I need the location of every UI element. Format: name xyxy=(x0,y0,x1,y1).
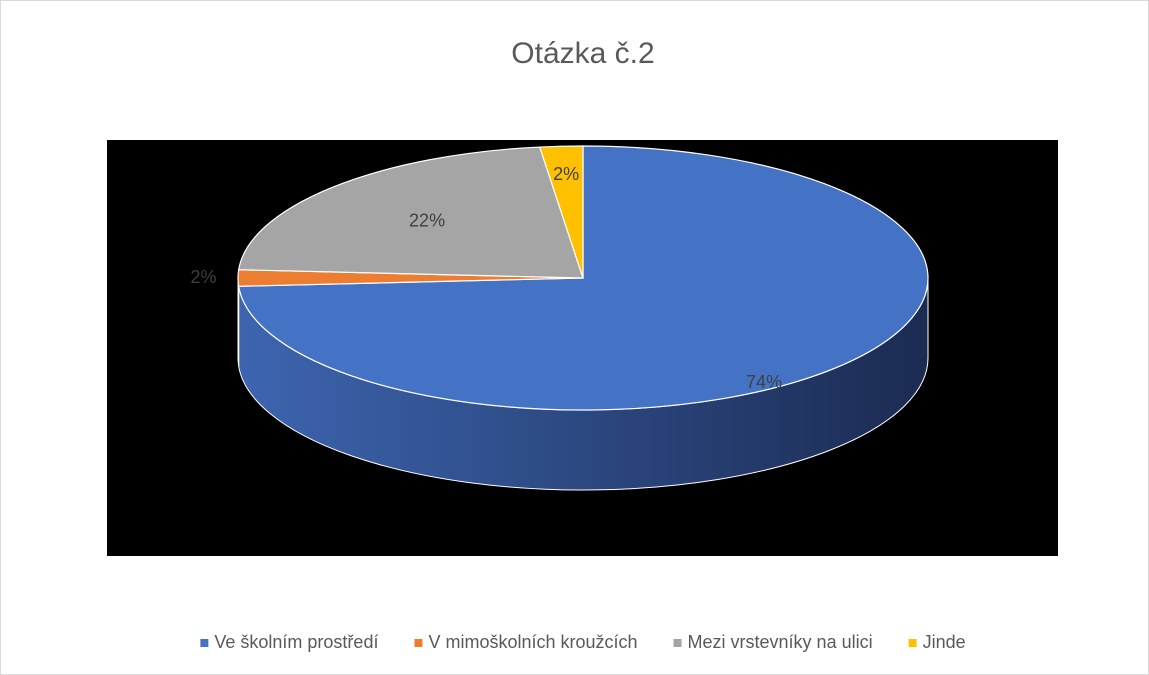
slice-side xyxy=(237,277,240,367)
legend-swatch xyxy=(908,639,917,647)
pie: 74% 2% 22% 2% xyxy=(190,145,929,491)
chart-title: Otázka č.2 xyxy=(511,37,654,70)
slice xyxy=(237,146,584,279)
data-label: 74% xyxy=(746,372,782,392)
legend-label: Ve školním prostředí xyxy=(214,632,378,652)
legend-swatch xyxy=(200,639,209,647)
legend-label: Mezi vrstevníky na ulici xyxy=(688,632,873,652)
legend-item: V mimoškolních kroužcích xyxy=(414,632,638,652)
legend-swatch xyxy=(414,639,423,647)
legend-item: Mezi vrstevníky na ulici xyxy=(673,632,873,652)
data-label: 2% xyxy=(190,267,216,287)
legend-label: V mimoškolních kroužcích xyxy=(428,632,637,652)
legend-swatch xyxy=(673,639,682,647)
data-label: 22% xyxy=(409,211,445,231)
legend: Ve školním prostředí V mimoškolních krouž… xyxy=(200,632,966,652)
slice xyxy=(538,145,584,279)
legend-item: Ve školním prostředí xyxy=(200,632,378,652)
data-label: 2% xyxy=(553,164,579,184)
legend-label: Jinde xyxy=(923,632,966,652)
legend-item: Jinde xyxy=(908,632,966,652)
